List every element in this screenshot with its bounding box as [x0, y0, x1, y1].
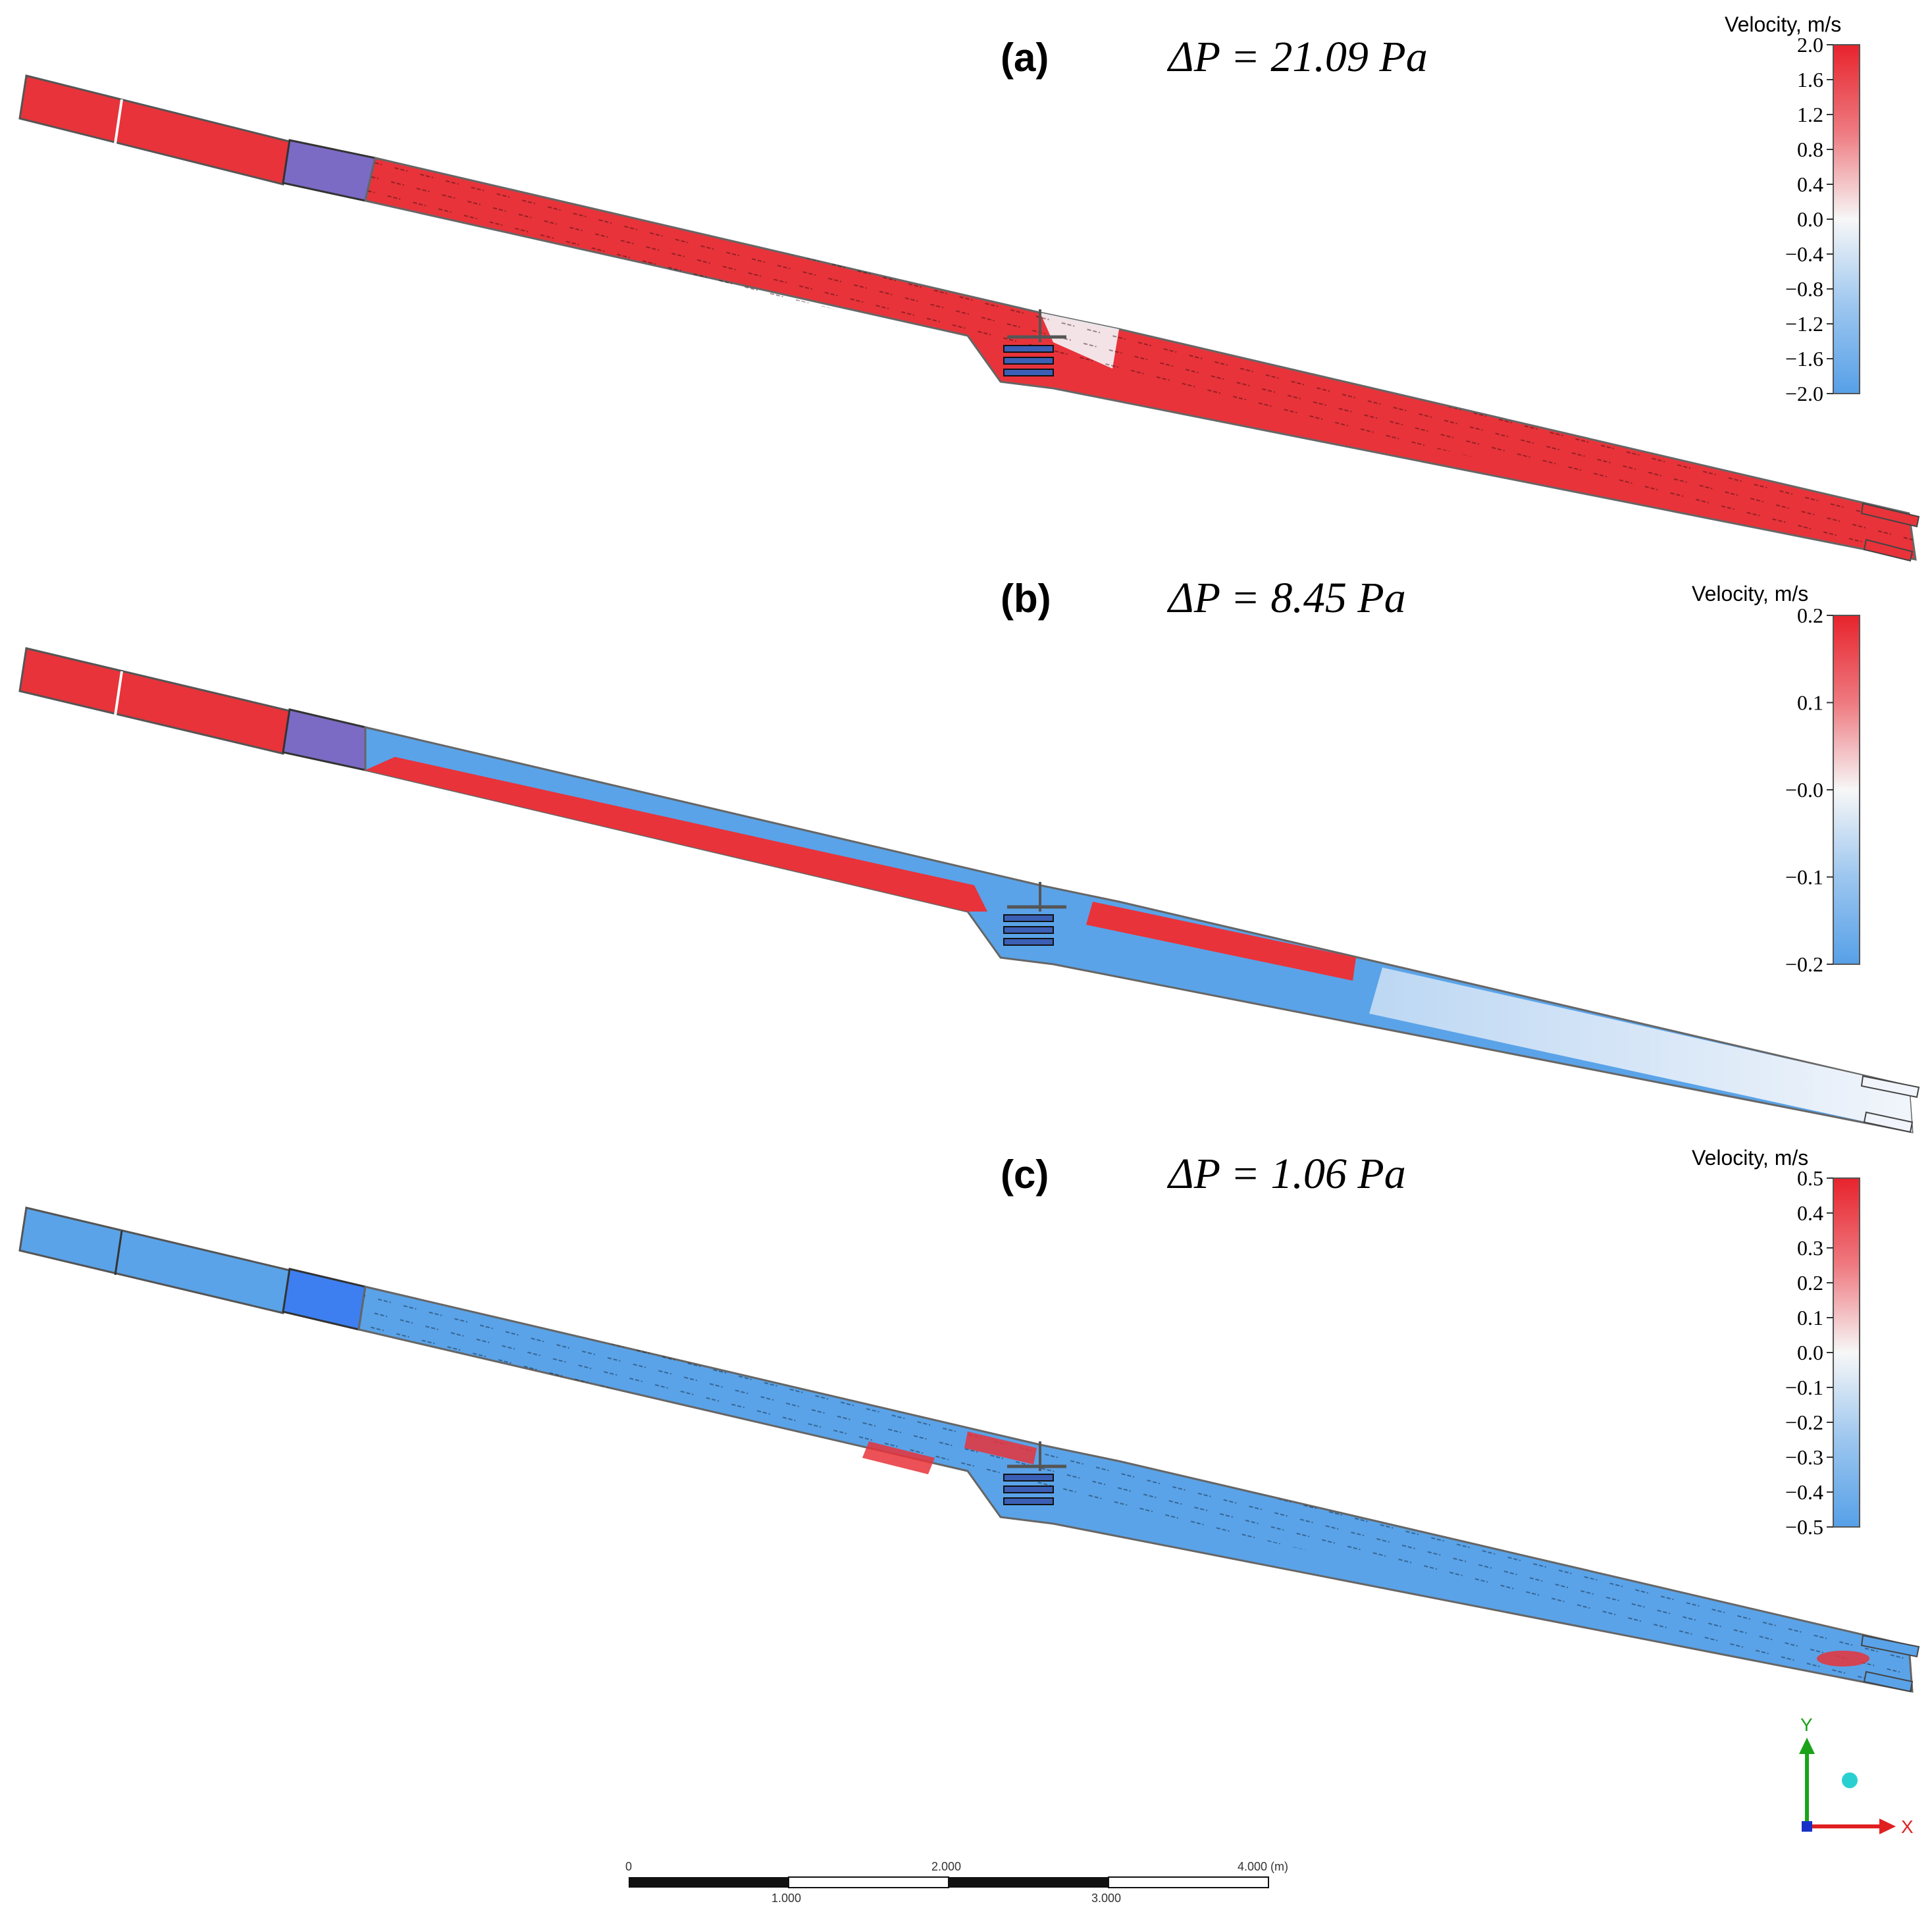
- inlet-block-b: [282, 708, 367, 771]
- scale-label-0: 0: [625, 1860, 632, 1873]
- colorbar-tick-label: 0.4: [1797, 172, 1823, 196]
- colorbar-tick-label: −0.2: [1785, 1410, 1823, 1434]
- pressure-drop-a: ΔP = 21.09 Pa: [1166, 33, 1428, 81]
- colorbar-title-b: Velocity, m/s: [1692, 582, 1808, 606]
- scale-seg-2: [788, 1876, 949, 1888]
- jet-stream-b-upper: [1086, 902, 1356, 981]
- scale-label-4000: 4.000 (m): [1238, 1860, 1288, 1873]
- colorbar-tick-label: 0.2: [1797, 604, 1823, 627]
- outlet-a: [1860, 502, 1920, 562]
- colorbar-tick-label: 1.2: [1797, 103, 1823, 126]
- colorbar-c: [1833, 1177, 1860, 1528]
- colorbar-tick-label: 0.0: [1797, 207, 1823, 231]
- colorbar-tick-label: 0.8: [1797, 138, 1823, 161]
- panel-a: (a) ΔP = 21.09 Pa Velocity, m/s 2.0 1.6 1.…: [18, 13, 1920, 562]
- inlet-joint-c: [114, 1230, 123, 1276]
- pressure-drop-c: ΔP = 1.06 Pa: [1166, 1150, 1406, 1198]
- filter-fins-a: [1003, 309, 1066, 376]
- scale-label-3000: 3.000: [1091, 1892, 1121, 1905]
- colorbar-tick-label: −0.1: [1785, 865, 1823, 889]
- colorbar-tick-label: 1.6: [1797, 68, 1823, 91]
- colorbar-a: [1833, 44, 1860, 394]
- x-axis-label: X: [1901, 1817, 1914, 1837]
- colorbar-tick-label: 0.2: [1797, 1271, 1823, 1295]
- z-axis-marker: [1842, 1772, 1858, 1788]
- panel-label-b: (b): [1001, 577, 1051, 621]
- outlet-b: [1860, 1075, 1920, 1133]
- colorbar-tick-label: 0.3: [1797, 1236, 1823, 1260]
- axes-triad: Y X: [1799, 1715, 1914, 1837]
- inlet-channel-a: [18, 74, 291, 186]
- colorbar-tick-label: −0.0: [1785, 778, 1823, 802]
- colorbar-tick-label: −0.1: [1785, 1376, 1823, 1399]
- colorbar-title-c: Velocity, m/s: [1692, 1146, 1808, 1170]
- colorbar-b: [1833, 615, 1860, 965]
- hotspot-top-c: [964, 1432, 1037, 1464]
- x-arrowhead: [1879, 1819, 1896, 1834]
- colorbar-tick-label: 0.5: [1797, 1166, 1823, 1190]
- scale-label-1000: 1.000: [771, 1892, 801, 1905]
- arrow-field-a: [365, 158, 1916, 559]
- colorbar-tick-label: −0.2: [1785, 952, 1823, 976]
- hotspot-outlet-c: [1817, 1651, 1869, 1666]
- panel-b: (b) ΔP = 8.45 Pa Velocity, m/s 0.2 0.1 −0.…: [18, 574, 1920, 1133]
- colorbar-tick-label: −0.4: [1785, 242, 1823, 266]
- colorbar-tick-label: 0.0: [1797, 1341, 1823, 1364]
- outlet-region-b: [1369, 968, 1912, 1132]
- y-axis-label: Y: [1800, 1715, 1813, 1735]
- inlet-block-a: [282, 139, 377, 202]
- scale-seg-4: [1108, 1876, 1269, 1888]
- colorbar-tick-label: 0.4: [1797, 1201, 1823, 1225]
- scale-bar: 0 2.000 4.000 (m) 1.000 3.000: [625, 1860, 1288, 1905]
- inlet-joint-a: [114, 99, 123, 144]
- inlet-block-c: [282, 1268, 367, 1331]
- colorbar-tick-label: 2.0: [1797, 33, 1823, 57]
- panel-label-a: (a): [1001, 36, 1049, 80]
- colorbar-tick-label: −0.8: [1785, 277, 1823, 301]
- arrow-field-c: [359, 1287, 1912, 1691]
- colorbar-tick-label: −0.5: [1785, 1515, 1823, 1539]
- scale-label-2000: 2.000: [931, 1860, 961, 1873]
- colorbar-tick-label: 0.1: [1797, 691, 1823, 715]
- colorbar-title-a: Velocity, m/s: [1725, 13, 1841, 36]
- filter-fins-b: [1003, 882, 1066, 946]
- colorbar-tick-label: 0.1: [1797, 1306, 1823, 1329]
- inlet-channel-c: [18, 1206, 291, 1314]
- colorbar-tick-label: −1.6: [1785, 347, 1823, 371]
- scale-seg-1: [629, 1877, 789, 1888]
- colorbar-tick-label: −0.3: [1785, 1445, 1823, 1469]
- scale-seg-3: [949, 1877, 1109, 1888]
- pressure-drop-b: ΔP = 8.45 Pa: [1166, 574, 1406, 622]
- panel-c: (c) ΔP = 1.06 Pa Velocity, m/s 0.5 0.4 0.3…: [18, 1146, 1920, 1693]
- colorbar-ticks-c: 0.5 0.4 0.3 0.2 0.1 0.0 −0.1 −0.2 −0.3 −0.4 −0.5: [1785, 1166, 1833, 1539]
- colorbar-tick-label: −0.4: [1785, 1480, 1823, 1504]
- panel-label-c: (c): [1001, 1152, 1049, 1197]
- hotspot-left-c: [862, 1441, 935, 1474]
- outlet-c: [1860, 1634, 1920, 1693]
- colorbar-ticks-b: 0.2 0.1 −0.0 −0.1 −0.2: [1785, 604, 1833, 976]
- colorbar-tick-label: −1.2: [1785, 312, 1823, 336]
- y-arrowhead: [1799, 1738, 1815, 1754]
- jet-stream-b: [365, 757, 987, 912]
- filter-fins-c: [1003, 1441, 1066, 1505]
- colorbar-ticks-a: 2.0 1.6 1.2 0.8 0.4 0.0 −0.4 −0.8 −1.2 −1.6 −2.0: [1785, 33, 1833, 405]
- inlet-channel-b: [18, 647, 291, 755]
- colorbar-tick-label: −2.0: [1785, 382, 1823, 405]
- inlet-joint-b: [114, 671, 123, 716]
- origin-marker: [1802, 1821, 1812, 1832]
